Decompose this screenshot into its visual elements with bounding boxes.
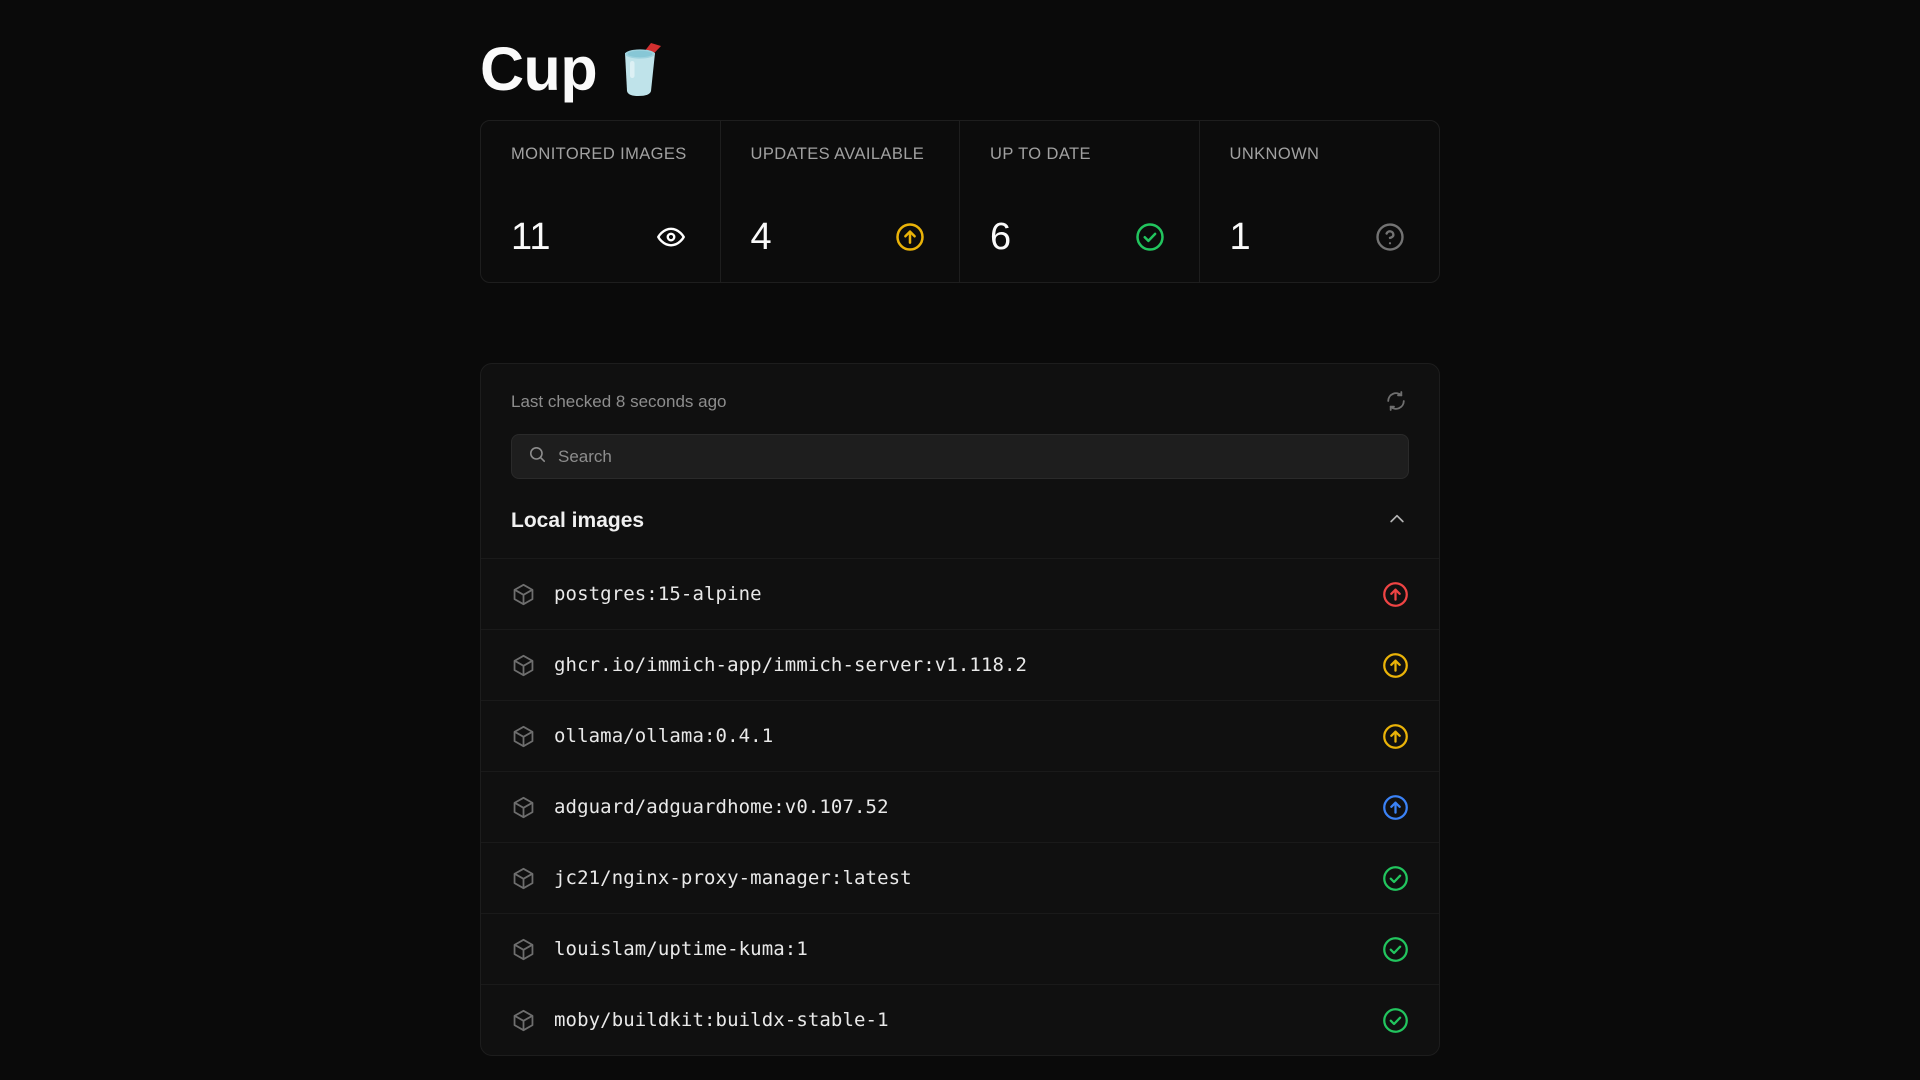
image-name: adguard/adguardhome:v0.107.52 [554, 796, 889, 818]
image-name: ollama/ollama:0.4.1 [554, 725, 774, 747]
search-icon [528, 445, 547, 469]
page-title: Cup [480, 34, 598, 103]
table-row[interactable]: postgres:15-alpine [481, 558, 1439, 629]
table-row[interactable]: louislam/uptime-kuma:1 [481, 913, 1439, 984]
check-circle-icon [1135, 222, 1165, 252]
stat-value: 4 [750, 216, 772, 258]
stat-label: UNKNOWN [1229, 145, 1320, 163]
stat-card-up-to-date: UP TO DATE 6 [960, 121, 1200, 282]
search-input[interactable] [558, 446, 1392, 467]
group-title: Local images [511, 508, 645, 532]
panel-header: Last checked 8 seconds ago [481, 364, 1439, 479]
page-content: Cup MONITORED IMAGES 11 [480, 0, 1440, 1056]
stat-label: MONITORED IMAGES [511, 145, 687, 163]
local-images-group-header[interactable]: Local images [481, 479, 1439, 558]
stat-bottom: 4 [751, 218, 930, 256]
image-name: louislam/uptime-kuma:1 [554, 938, 808, 960]
table-row[interactable]: adguard/adguardhome:v0.107.52 [481, 771, 1439, 842]
stat-bottom: 6 [990, 218, 1169, 256]
stat-label: UPDATES AVAILABLE [750, 145, 925, 163]
stat-card-unknown: UNKNOWN 1 [1200, 121, 1440, 282]
arrow-up-circle-icon [895, 222, 925, 252]
cube-icon [511, 866, 536, 891]
stat-card-monitored-images: MONITORED IMAGES 11 [481, 121, 721, 282]
cube-icon [511, 582, 536, 607]
cube-icon [511, 795, 536, 820]
refresh-button[interactable] [1383, 388, 1409, 417]
cube-icon [511, 724, 536, 749]
stat-value: 1 [1229, 216, 1251, 258]
status-badge-check-circle-icon[interactable] [1382, 1007, 1409, 1034]
image-name: jc21/nginx-proxy-manager:latest [554, 867, 912, 889]
cube-icon [511, 1008, 536, 1033]
stat-bottom: 1 [1230, 218, 1410, 256]
cube-icon [511, 653, 536, 678]
image-name: ghcr.io/immich-app/immich-server:v1.118.… [554, 654, 1028, 676]
table-row[interactable]: moby/buildkit:buildx-stable-1 [481, 984, 1439, 1055]
search-bar[interactable] [511, 434, 1409, 479]
stat-value: 6 [990, 216, 1012, 258]
refresh-icon [1385, 390, 1407, 415]
images-panel: Last checked 8 seconds ago [480, 363, 1440, 1056]
stats-cards: MONITORED IMAGES 11 UPDATES AVAILABLE 4 [480, 120, 1440, 283]
image-name: postgres:15-alpine [554, 583, 762, 605]
cup-with-straw-icon [611, 39, 667, 99]
stat-bottom: 11 [511, 218, 690, 256]
app-header: Cup [480, 0, 1440, 120]
cube-icon [511, 937, 536, 962]
image-name: moby/buildkit:buildx-stable-1 [554, 1009, 889, 1031]
stat-value: 11 [511, 216, 551, 258]
status-badge-check-circle-icon[interactable] [1382, 936, 1409, 963]
eye-icon [656, 222, 686, 252]
status-badge-arrow-up-circle-icon[interactable] [1382, 723, 1409, 750]
panel-header-top: Last checked 8 seconds ago [511, 388, 1409, 416]
last-checked-label: Last checked 8 seconds ago [511, 392, 727, 411]
stat-label: UP TO DATE [990, 145, 1091, 163]
chevron-up-icon [1387, 509, 1407, 532]
question-circle-icon [1375, 222, 1405, 252]
table-row[interactable]: ollama/ollama:0.4.1 [481, 700, 1439, 771]
status-badge-arrow-up-circle-icon[interactable] [1382, 794, 1409, 821]
table-row[interactable]: jc21/nginx-proxy-manager:latest [481, 842, 1439, 913]
images-list: postgres:15-alpine ghcr.io/imm [481, 558, 1439, 1055]
status-badge-check-circle-icon[interactable] [1382, 865, 1409, 892]
stat-card-updates-available: UPDATES AVAILABLE 4 [721, 121, 960, 282]
collapse-group-button[interactable] [1385, 507, 1409, 534]
status-badge-arrow-up-circle-icon[interactable] [1382, 581, 1409, 608]
status-badge-arrow-up-circle-icon[interactable] [1382, 652, 1409, 679]
table-row[interactable]: ghcr.io/immich-app/immich-server:v1.118.… [481, 629, 1439, 700]
